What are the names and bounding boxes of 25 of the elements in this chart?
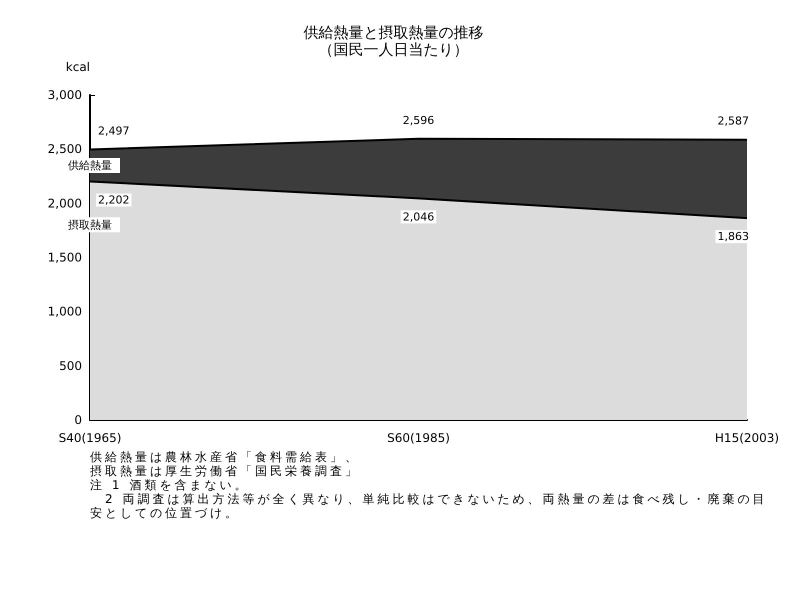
chart-subtitle: （国民一人日当たり） <box>318 40 468 58</box>
text: 摂取熱量は厚生労働省「国民栄養調査」 <box>90 464 360 478</box>
y-tick-label: 3,000 <box>48 88 82 102</box>
x-tick-label: H15(2003) <box>714 431 780 445</box>
y-tick-label: 1,500 <box>48 250 82 264</box>
text: 供給熱量は農林水産省「食料需給表」、 <box>90 450 360 464</box>
data-label: 2,587 <box>718 114 749 128</box>
y-tick-label: 2,000 <box>48 196 82 210</box>
y-tick-label: 0 <box>74 413 82 427</box>
data-label: 2,202 <box>98 193 130 206</box>
series-label: 摂取熱量 <box>68 218 112 232</box>
data-label: 1,863 <box>718 230 749 244</box>
y-axis-title: kcal <box>66 60 90 74</box>
data-label: 2,046 <box>402 210 434 224</box>
series-label: 供給熱量 <box>68 158 112 172</box>
text: 注 1 酒類を含まない。 <box>90 478 250 492</box>
chart-title: 供給熱量と摂取熱量の推移 <box>304 24 484 42</box>
y-tick-label: 1,000 <box>48 304 82 319</box>
y-tick-label: 2,500 <box>48 142 82 156</box>
y-tick-label: 500 <box>59 358 82 373</box>
text: 2 両調査は算出方法等が全く異なり、単純比較はできないため、両熱量の差は食べ残し・廃棄の目安としての位置づけ。 <box>90 492 768 520</box>
data-label: 2,497 <box>98 124 130 138</box>
data-label: 2,596 <box>402 114 434 127</box>
x-tick-label: S40(1965) <box>58 431 122 445</box>
x-tick-label: S60(1985) <box>387 431 450 445</box>
